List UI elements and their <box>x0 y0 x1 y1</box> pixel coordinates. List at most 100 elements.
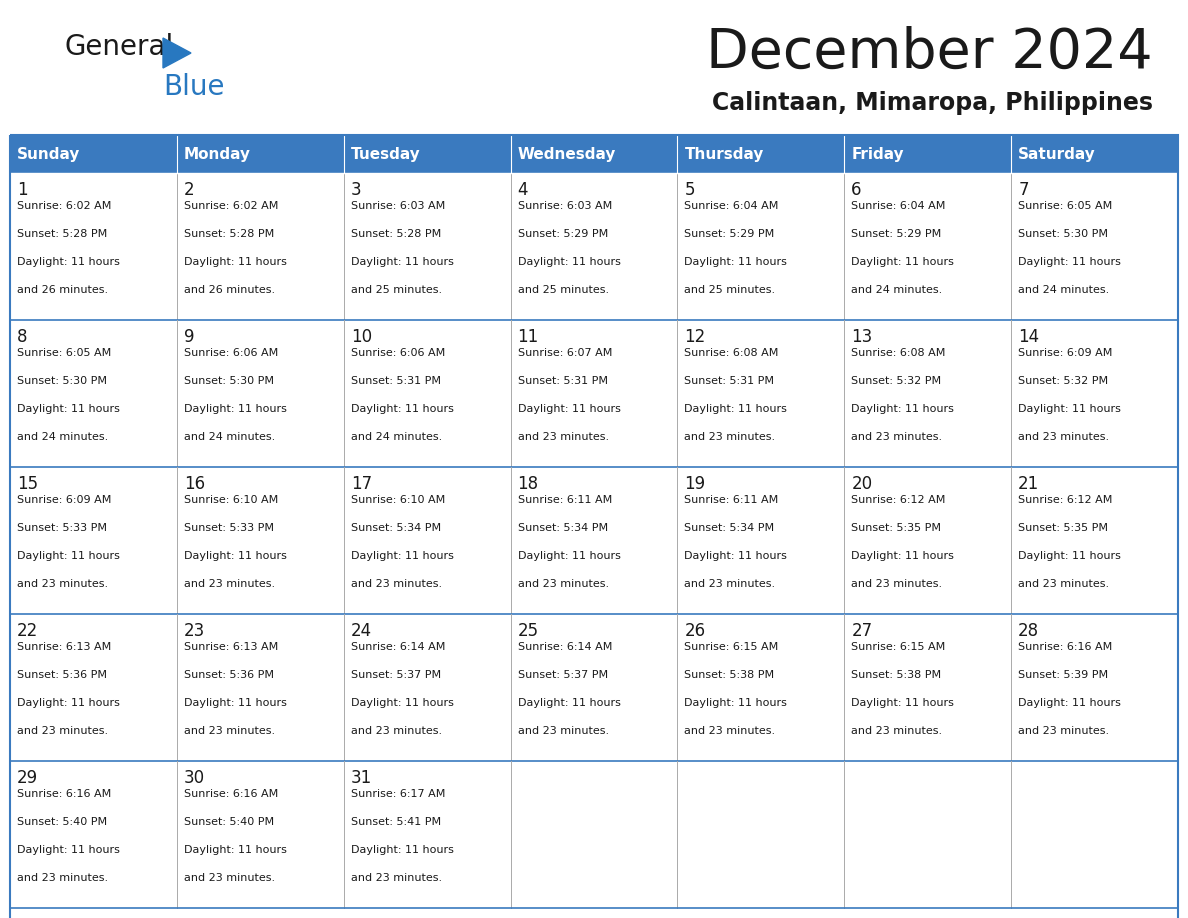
Bar <box>677 761 845 908</box>
Text: Sunrise: 6:02 AM: Sunrise: 6:02 AM <box>184 201 278 211</box>
Bar <box>1011 320 1178 467</box>
Text: Sunset: 5:31 PM: Sunset: 5:31 PM <box>684 375 775 386</box>
Bar <box>677 614 845 761</box>
Text: and 24 minutes.: and 24 minutes. <box>1018 285 1110 295</box>
Text: and 23 minutes.: and 23 minutes. <box>184 578 274 588</box>
Text: Sunrise: 6:09 AM: Sunrise: 6:09 AM <box>1018 348 1112 358</box>
Text: Daylight: 11 hours: Daylight: 11 hours <box>184 845 286 855</box>
Bar <box>845 135 1011 173</box>
Text: Daylight: 11 hours: Daylight: 11 hours <box>852 551 954 561</box>
Bar <box>343 320 511 467</box>
Text: Sunset: 5:33 PM: Sunset: 5:33 PM <box>17 523 107 532</box>
Bar <box>10 761 177 908</box>
Text: Daylight: 11 hours: Daylight: 11 hours <box>852 404 954 414</box>
Text: Sunrise: 6:07 AM: Sunrise: 6:07 AM <box>518 348 612 358</box>
Bar <box>511 173 677 320</box>
Text: 26: 26 <box>684 622 706 640</box>
Bar <box>1011 467 1178 614</box>
Text: Sunset: 5:32 PM: Sunset: 5:32 PM <box>852 375 941 386</box>
Text: and 23 minutes.: and 23 minutes. <box>1018 431 1110 442</box>
Text: and 24 minutes.: and 24 minutes. <box>184 431 276 442</box>
Text: Sunset: 5:38 PM: Sunset: 5:38 PM <box>852 670 941 680</box>
Text: Sunrise: 6:06 AM: Sunrise: 6:06 AM <box>184 348 278 358</box>
Text: Sunrise: 6:17 AM: Sunrise: 6:17 AM <box>350 789 446 799</box>
Text: 31: 31 <box>350 769 372 787</box>
Text: and 23 minutes.: and 23 minutes. <box>17 873 108 882</box>
Bar <box>343 135 511 173</box>
Text: Sunrise: 6:05 AM: Sunrise: 6:05 AM <box>17 348 112 358</box>
Text: Daylight: 11 hours: Daylight: 11 hours <box>184 257 286 267</box>
Bar <box>343 614 511 761</box>
Text: 22: 22 <box>17 622 38 640</box>
Text: 30: 30 <box>184 769 206 787</box>
Bar <box>845 614 1011 761</box>
Text: and 23 minutes.: and 23 minutes. <box>684 725 776 735</box>
Text: 7: 7 <box>1018 181 1029 199</box>
Text: Sunrise: 6:04 AM: Sunrise: 6:04 AM <box>852 201 946 211</box>
Text: 27: 27 <box>852 622 872 640</box>
Text: Sunset: 5:31 PM: Sunset: 5:31 PM <box>518 375 607 386</box>
Text: Sunrise: 6:02 AM: Sunrise: 6:02 AM <box>17 201 112 211</box>
Bar <box>677 135 845 173</box>
Bar <box>10 614 177 761</box>
Text: and 23 minutes.: and 23 minutes. <box>184 725 274 735</box>
Text: Daylight: 11 hours: Daylight: 11 hours <box>350 404 454 414</box>
Bar <box>343 761 511 908</box>
Text: Daylight: 11 hours: Daylight: 11 hours <box>684 698 788 708</box>
Text: Blue: Blue <box>163 73 225 101</box>
Text: Sunrise: 6:06 AM: Sunrise: 6:06 AM <box>350 348 446 358</box>
Text: Sunset: 5:40 PM: Sunset: 5:40 PM <box>17 817 107 827</box>
Bar <box>677 320 845 467</box>
Text: December 2024: December 2024 <box>707 26 1154 80</box>
Text: Sunset: 5:41 PM: Sunset: 5:41 PM <box>350 817 441 827</box>
Bar <box>511 135 677 173</box>
Text: and 23 minutes.: and 23 minutes. <box>17 725 108 735</box>
Text: and 24 minutes.: and 24 minutes. <box>17 431 108 442</box>
Bar <box>1011 614 1178 761</box>
Text: and 23 minutes.: and 23 minutes. <box>852 431 942 442</box>
Text: 20: 20 <box>852 475 872 493</box>
Text: 19: 19 <box>684 475 706 493</box>
Text: and 23 minutes.: and 23 minutes. <box>852 578 942 588</box>
Text: Tuesday: Tuesday <box>350 147 421 162</box>
Bar <box>511 614 677 761</box>
Text: 15: 15 <box>17 475 38 493</box>
Bar <box>845 320 1011 467</box>
Text: 4: 4 <box>518 181 529 199</box>
Text: Daylight: 11 hours: Daylight: 11 hours <box>1018 698 1121 708</box>
Text: Daylight: 11 hours: Daylight: 11 hours <box>350 698 454 708</box>
Bar <box>177 614 343 761</box>
Bar <box>343 173 511 320</box>
Text: 21: 21 <box>1018 475 1040 493</box>
Text: and 26 minutes.: and 26 minutes. <box>184 285 274 295</box>
Text: Sunset: 5:40 PM: Sunset: 5:40 PM <box>184 817 274 827</box>
Text: Sunrise: 6:04 AM: Sunrise: 6:04 AM <box>684 201 779 211</box>
Text: Sunset: 5:34 PM: Sunset: 5:34 PM <box>684 523 775 532</box>
Text: Sunset: 5:36 PM: Sunset: 5:36 PM <box>184 670 274 680</box>
Text: 1: 1 <box>17 181 27 199</box>
Text: and 25 minutes.: and 25 minutes. <box>350 285 442 295</box>
Text: Sunrise: 6:13 AM: Sunrise: 6:13 AM <box>17 642 112 652</box>
Text: Sunset: 5:28 PM: Sunset: 5:28 PM <box>184 229 274 239</box>
Bar <box>845 173 1011 320</box>
Text: Sunrise: 6:14 AM: Sunrise: 6:14 AM <box>518 642 612 652</box>
Text: Sunrise: 6:09 AM: Sunrise: 6:09 AM <box>17 495 112 505</box>
Text: Monday: Monday <box>184 147 251 162</box>
Text: Sunday: Sunday <box>17 147 81 162</box>
Text: Daylight: 11 hours: Daylight: 11 hours <box>184 404 286 414</box>
Text: 24: 24 <box>350 622 372 640</box>
Text: Sunrise: 6:15 AM: Sunrise: 6:15 AM <box>684 642 778 652</box>
Text: Thursday: Thursday <box>684 147 764 162</box>
Text: Daylight: 11 hours: Daylight: 11 hours <box>17 845 120 855</box>
Text: Sunrise: 6:08 AM: Sunrise: 6:08 AM <box>684 348 779 358</box>
Text: 12: 12 <box>684 328 706 346</box>
Text: Sunset: 5:29 PM: Sunset: 5:29 PM <box>518 229 608 239</box>
Text: Sunrise: 6:03 AM: Sunrise: 6:03 AM <box>350 201 446 211</box>
Bar <box>1011 173 1178 320</box>
Text: 5: 5 <box>684 181 695 199</box>
Text: and 23 minutes.: and 23 minutes. <box>350 725 442 735</box>
Text: Sunset: 5:35 PM: Sunset: 5:35 PM <box>852 523 941 532</box>
Text: Sunset: 5:36 PM: Sunset: 5:36 PM <box>17 670 107 680</box>
Text: Sunrise: 6:05 AM: Sunrise: 6:05 AM <box>1018 201 1112 211</box>
Bar <box>177 761 343 908</box>
